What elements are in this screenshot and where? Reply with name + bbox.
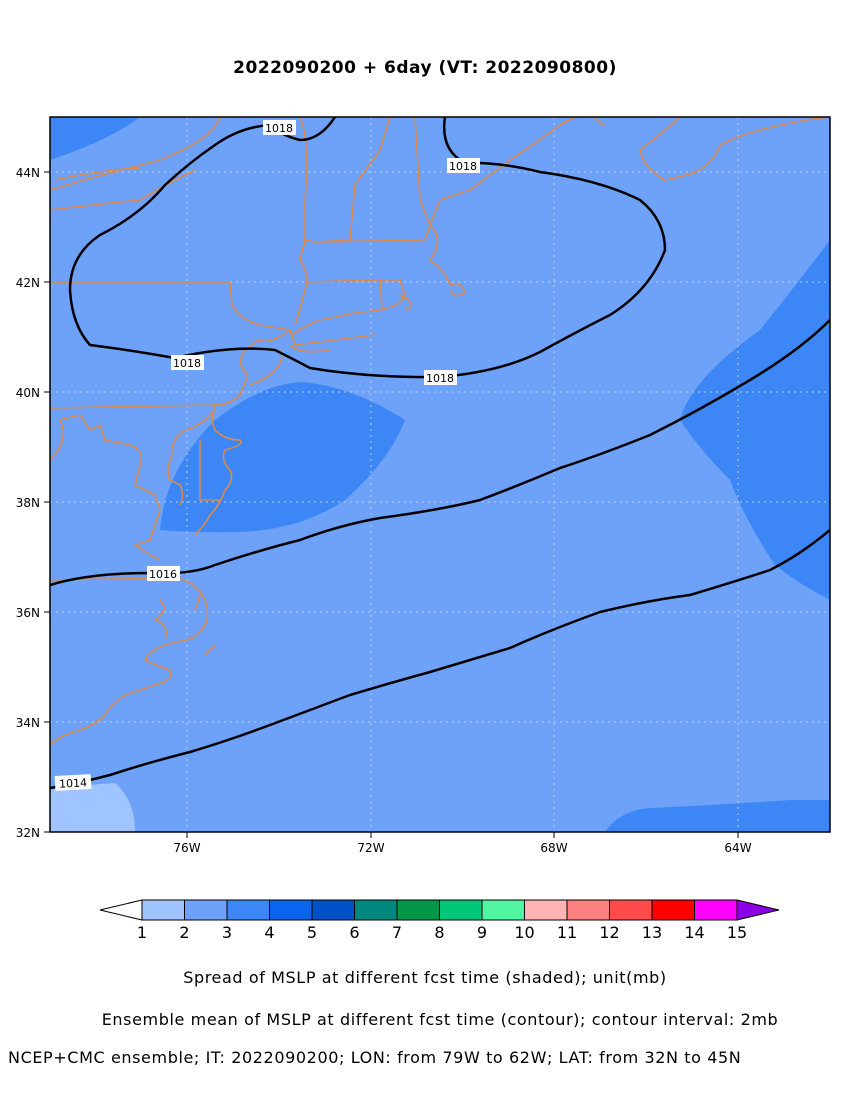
colorbar-swatch bbox=[269, 899, 313, 921]
colorbar-label: 14 bbox=[684, 923, 704, 942]
colorbar-label: 2 bbox=[179, 923, 189, 942]
colorbar-label: 4 bbox=[264, 923, 274, 942]
contour-1018-west bbox=[68, 117, 667, 379]
colorbar: 1 2 3 4 5 6 7 8 9 10 11 12 13 14 15 bbox=[99, 899, 780, 942]
x-tick-label: 68W bbox=[540, 841, 567, 855]
contour-label: 1016 bbox=[149, 568, 177, 581]
colorbar-left-arrow bbox=[99, 899, 143, 921]
colorbar-swatch bbox=[566, 899, 610, 921]
plot-frame bbox=[49, 116, 831, 833]
colorbar-swatch bbox=[311, 899, 355, 921]
contour-label: 1018 bbox=[426, 372, 454, 385]
caption-contour: Ensemble mean of MSLP at different fcst … bbox=[101, 1010, 779, 1029]
axis-ticks bbox=[44, 171, 739, 838]
colorbar-label: 9 bbox=[477, 923, 487, 942]
colorbar-swatch bbox=[651, 899, 695, 921]
colorbar-label: 6 bbox=[349, 923, 359, 942]
x-tick-label: 76W bbox=[173, 841, 200, 855]
colorbar-label: 15 bbox=[727, 923, 747, 942]
contour-label: 1018 bbox=[173, 357, 201, 370]
graticule bbox=[50, 117, 830, 832]
shade-level-3-east bbox=[680, 240, 830, 600]
colorbar-label: 8 bbox=[434, 923, 444, 942]
colorbar-swatch bbox=[396, 899, 440, 921]
y-tick-label: 40N bbox=[16, 386, 40, 400]
chart-title: 2022090200 + 6day (VT: 2022090800) bbox=[233, 58, 617, 78]
contour-label-group: 1018 1018 1018 1018 1016 1014 bbox=[54, 120, 480, 791]
contour-label: 1014 bbox=[59, 776, 88, 790]
shade-level-3-offshore-nj bbox=[160, 382, 405, 533]
y-tick-label: 44N bbox=[16, 166, 40, 180]
colorbar-label: 5 bbox=[307, 923, 317, 942]
colorbar-swatch bbox=[184, 899, 228, 921]
colorbar-swatch bbox=[609, 899, 653, 921]
contour-1014 bbox=[50, 529, 830, 790]
colorbar-swatch bbox=[141, 899, 185, 921]
colorbar-swatch bbox=[524, 899, 568, 921]
colorbar-label: 10 bbox=[514, 923, 534, 942]
x-tick-label: 64W bbox=[724, 841, 751, 855]
shade-level-1-bottom-left bbox=[50, 783, 135, 832]
colorbar-label: 1 bbox=[137, 923, 147, 942]
caption-ensemble-info: NCEP+CMC ensemble; IT: 2022090200; LON: … bbox=[8, 1048, 742, 1067]
colorbar-label: 3 bbox=[222, 923, 232, 942]
colorbar-label: 13 bbox=[642, 923, 662, 942]
y-tick-label: 42N bbox=[16, 276, 40, 290]
y-tick-label: 32N bbox=[16, 826, 40, 840]
contour-label: 1018 bbox=[449, 160, 477, 173]
y-tick-label: 36N bbox=[16, 606, 40, 620]
colorbar-right-arrow bbox=[736, 899, 780, 921]
shaded-spread-field bbox=[50, 117, 830, 832]
x-tick-label: 72W bbox=[357, 841, 384, 855]
colorbar-label: 7 bbox=[392, 923, 402, 942]
colorbar-swatch bbox=[439, 899, 483, 921]
colorbar-swatch bbox=[354, 899, 398, 921]
contour-label: 1018 bbox=[265, 122, 293, 135]
colorbar-label: 11 bbox=[557, 923, 577, 942]
coastlines-and-borders bbox=[50, 117, 830, 746]
shade-level-2 bbox=[50, 117, 830, 832]
colorbar-swatch bbox=[481, 899, 525, 921]
caption-shaded: Spread of MSLP at different fcst time (s… bbox=[183, 968, 667, 987]
colorbar-label: 12 bbox=[599, 923, 619, 942]
colorbar-swatch bbox=[226, 899, 270, 921]
contour-1016 bbox=[50, 319, 830, 587]
colorbar-swatch bbox=[694, 899, 738, 921]
y-tick-label: 34N bbox=[16, 716, 40, 730]
shade-level-3-top-left bbox=[50, 117, 140, 160]
y-tick-label: 38N bbox=[16, 496, 40, 510]
shade-level-3-bottom bbox=[605, 800, 830, 832]
mslp-contours bbox=[50, 117, 830, 790]
